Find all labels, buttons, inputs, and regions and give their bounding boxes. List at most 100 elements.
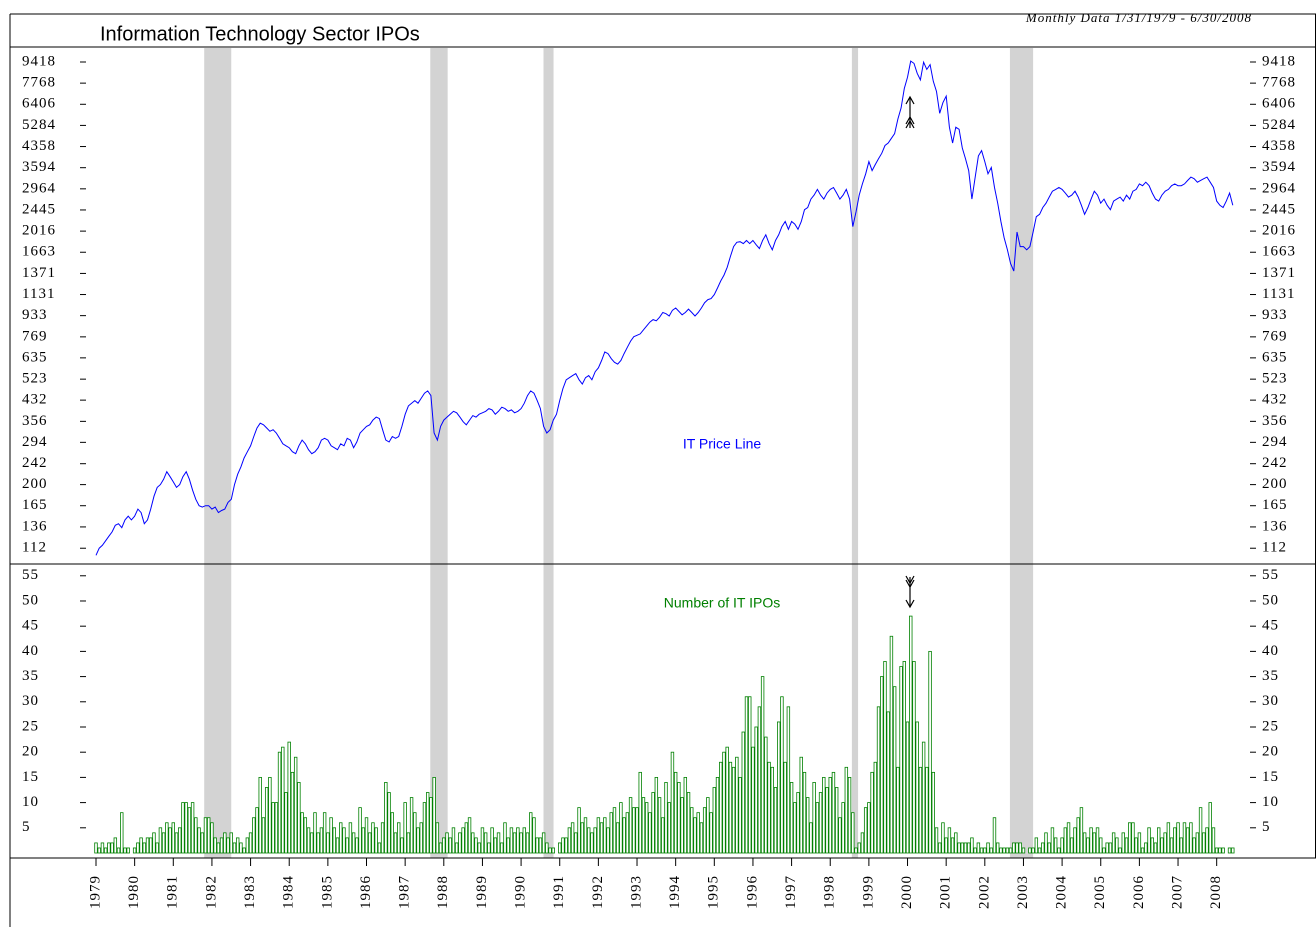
y-tick-label: 242 bbox=[22, 455, 48, 471]
ipo-bar bbox=[1128, 822, 1132, 854]
ipo-bar bbox=[512, 832, 517, 854]
ipo-bar bbox=[1134, 837, 1138, 854]
ipo-bar bbox=[841, 802, 845, 854]
ipo-bar bbox=[1047, 842, 1051, 854]
ipo-bar bbox=[967, 842, 971, 854]
ipo-bar bbox=[744, 696, 749, 854]
ipo-bar bbox=[918, 766, 923, 854]
y-tick-label: 769 bbox=[22, 328, 48, 344]
y-tick-label: 35 bbox=[1262, 668, 1279, 684]
ipo-bar bbox=[1208, 802, 1212, 854]
y-tick-label: 165 bbox=[1262, 497, 1288, 513]
ipo-bar bbox=[719, 761, 723, 854]
ipo-bar bbox=[673, 771, 678, 854]
x-tick-label: 2007 bbox=[1169, 875, 1185, 909]
ipo-bar bbox=[409, 797, 414, 854]
ipo-bar bbox=[1028, 847, 1032, 854]
ipo-bar bbox=[915, 721, 919, 854]
x-tick-label: 1986 bbox=[358, 875, 374, 909]
y-tick-label: 9418 bbox=[1262, 53, 1296, 69]
ipo-bar bbox=[1079, 807, 1084, 854]
ipo-bar bbox=[474, 837, 478, 854]
ipo-bar bbox=[103, 847, 108, 854]
ipo-bar bbox=[181, 802, 185, 854]
ipo-bar bbox=[644, 802, 649, 854]
series-label: Number of IT IPOs bbox=[664, 595, 780, 611]
ipo-bar bbox=[1037, 847, 1042, 854]
y-tick-label: 4358 bbox=[1262, 138, 1296, 154]
ipo-bar bbox=[107, 842, 111, 854]
ipo-bar bbox=[780, 696, 784, 854]
ipo-bar bbox=[786, 706, 791, 854]
ipo-bar bbox=[232, 842, 237, 854]
y-tick-label: 7768 bbox=[22, 75, 56, 91]
ipo-bar bbox=[406, 832, 411, 854]
ipo-bar bbox=[435, 822, 440, 854]
x-tick-label: 1989 bbox=[474, 875, 490, 909]
y-tick-label: 3594 bbox=[22, 159, 56, 175]
ipo-bar bbox=[374, 827, 378, 854]
ipo-bar bbox=[529, 812, 533, 854]
x-tick-label: 1995 bbox=[706, 875, 722, 909]
ipo-bar bbox=[174, 832, 179, 854]
ipo-bar bbox=[641, 797, 646, 854]
ipo-bar bbox=[548, 847, 552, 854]
ipo-bar bbox=[345, 837, 349, 854]
ipo-bar bbox=[1160, 837, 1164, 854]
x-tick-label: 1991 bbox=[551, 875, 567, 909]
ipo-bar bbox=[950, 837, 955, 854]
ipo-bar bbox=[364, 817, 369, 854]
y-tick-label: 5284 bbox=[1262, 117, 1296, 133]
ipo-bar bbox=[992, 817, 997, 854]
series-label: IT Price Line bbox=[683, 436, 762, 452]
ipo-bar bbox=[1227, 847, 1232, 854]
ipo-bar bbox=[628, 797, 633, 854]
ipo-bar bbox=[1150, 837, 1154, 854]
ipo-bar bbox=[1102, 847, 1106, 854]
ipo-bar bbox=[702, 807, 707, 854]
ipo-bar bbox=[857, 842, 861, 854]
y-tick-label: 523 bbox=[1262, 371, 1288, 387]
ipo-bar bbox=[905, 721, 910, 854]
ipo-bar bbox=[1140, 847, 1145, 854]
y-tick-label: 50 bbox=[22, 592, 39, 608]
ipo-bar bbox=[931, 771, 935, 854]
y-tick-label: 30 bbox=[1262, 693, 1279, 709]
ipo-bar bbox=[760, 676, 765, 854]
ipo-bar bbox=[1031, 847, 1035, 854]
ipo-bar bbox=[1169, 837, 1174, 854]
y-tick-label: 45 bbox=[22, 618, 39, 634]
ipo-bar bbox=[748, 696, 752, 854]
x-tick-label: 1980 bbox=[126, 875, 142, 909]
ipo-bar bbox=[380, 822, 385, 854]
ipo-bar bbox=[274, 802, 279, 854]
ipo-bar bbox=[242, 847, 246, 854]
ipo-bar bbox=[889, 635, 894, 854]
y-tick-label: 6406 bbox=[1262, 96, 1296, 112]
x-tick-label: 1982 bbox=[203, 875, 219, 909]
ipo-bar bbox=[989, 847, 993, 854]
ipo-bar bbox=[615, 822, 620, 854]
x-tick-label: 1983 bbox=[242, 875, 258, 909]
ipo-bar bbox=[805, 797, 810, 854]
ipo-bar bbox=[1147, 827, 1151, 854]
ipo-bar bbox=[1131, 822, 1135, 854]
x-tick-label: 1984 bbox=[281, 875, 297, 909]
ipo-bar bbox=[190, 802, 195, 854]
ipo-bar bbox=[657, 797, 662, 854]
ipo-bar bbox=[445, 832, 449, 854]
ipo-bar bbox=[1189, 822, 1193, 854]
x-tick-label: 2004 bbox=[1054, 875, 1070, 909]
ipo-bar bbox=[912, 661, 916, 854]
x-tick-label: 1987 bbox=[397, 875, 413, 909]
ipo-bar bbox=[873, 761, 878, 854]
ipo-bar bbox=[261, 817, 266, 854]
chart-title: Information Technology Sector IPOs bbox=[100, 23, 420, 45]
ipo-bar bbox=[831, 771, 836, 854]
ipo-bar bbox=[938, 842, 942, 854]
shading-layer bbox=[204, 48, 1034, 858]
ipo-bar bbox=[1041, 842, 1045, 854]
ipo-bar bbox=[300, 812, 304, 854]
ipo-bar bbox=[715, 776, 720, 854]
